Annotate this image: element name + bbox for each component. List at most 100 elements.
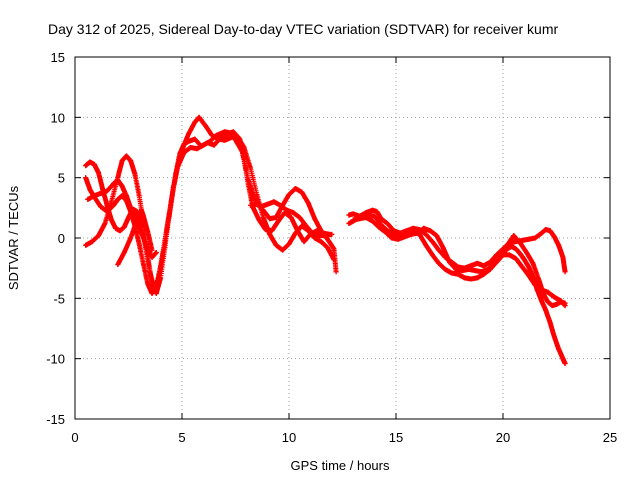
data-point (547, 228, 553, 234)
data-point (560, 356, 566, 362)
data-point (194, 146, 200, 152)
data-point (384, 221, 390, 227)
data-point (350, 217, 356, 223)
data-point (346, 212, 352, 218)
data-point (121, 224, 127, 230)
data-point (325, 245, 331, 251)
data-point (98, 204, 104, 210)
x-tick-label: 15 (389, 430, 403, 445)
data-point (104, 188, 110, 194)
data-point (333, 269, 339, 275)
data-point (513, 246, 519, 252)
data-point (170, 184, 176, 190)
data-point (222, 129, 228, 135)
data-point (83, 175, 89, 181)
data-point (284, 207, 290, 213)
data-point (260, 214, 266, 220)
data-point (188, 145, 194, 150)
data-point (245, 177, 251, 183)
data-point (290, 210, 296, 216)
data-point (318, 228, 324, 234)
data-point (461, 275, 467, 281)
data-point (138, 207, 144, 213)
chart-title: Day 312 of 2025, Sidereal Day-to-day VTE… (48, 21, 558, 37)
data-point (203, 123, 209, 129)
data-point (468, 276, 474, 282)
x-tick-label: 10 (282, 430, 296, 445)
data-point (408, 231, 414, 237)
data-point (511, 233, 517, 239)
data-point (562, 269, 568, 275)
data-point (123, 193, 129, 199)
y-tick-label: 5 (58, 171, 65, 186)
data-point (134, 217, 140, 223)
data-point (128, 205, 134, 211)
plot-area (83, 114, 568, 366)
data-point (541, 292, 547, 298)
data-point (562, 300, 568, 306)
data-point (440, 245, 446, 251)
data-point (108, 199, 114, 205)
data-point (429, 239, 435, 245)
data-point (256, 217, 262, 223)
data-point (87, 187, 93, 193)
data-point (286, 241, 292, 247)
data-point (436, 260, 442, 266)
data-point (213, 132, 219, 138)
data-point (551, 294, 557, 300)
data-point (292, 230, 298, 236)
data-point (280, 247, 286, 253)
data-point (395, 236, 401, 242)
data-point (513, 256, 519, 262)
data-point (299, 189, 305, 195)
data-point (87, 159, 93, 165)
data-point (241, 145, 247, 150)
data-point (402, 234, 408, 240)
data-point (292, 186, 298, 192)
data-point (115, 262, 121, 268)
data-point (556, 346, 562, 352)
data-point (554, 301, 559, 307)
data-point (117, 228, 123, 234)
data-point (299, 223, 305, 229)
data-point (543, 227, 549, 233)
data-point (305, 200, 311, 206)
data-point (121, 249, 127, 255)
data-point (519, 264, 525, 270)
data-point (436, 247, 442, 253)
series-markers (83, 129, 333, 292)
data-point (207, 138, 213, 144)
data-point (374, 208, 380, 214)
data-point (496, 257, 502, 263)
data-point (474, 260, 480, 266)
data-point (524, 249, 530, 255)
data-point (119, 193, 125, 199)
data-point (325, 236, 331, 242)
data-point (472, 268, 478, 274)
data-point (459, 268, 465, 274)
data-point (158, 275, 164, 281)
data-point (265, 201, 271, 207)
data-point (83, 163, 89, 169)
series-track-e (115, 207, 155, 268)
data-point (305, 228, 311, 234)
data-point (449, 270, 455, 276)
data-point (185, 131, 191, 137)
data-point (149, 254, 155, 260)
data-point (521, 257, 527, 263)
data-point (423, 231, 429, 237)
series-markers (85, 177, 159, 260)
data-point (280, 202, 286, 208)
data-point (149, 291, 155, 297)
y-tick-label: 0 (58, 231, 65, 246)
data-point (175, 164, 181, 170)
data-point (192, 136, 198, 142)
data-point (102, 221, 108, 227)
data-point (491, 259, 497, 265)
data-point (115, 177, 121, 183)
data-point (560, 254, 566, 260)
data-point (545, 289, 551, 295)
data-point (132, 171, 138, 177)
data-point (517, 251, 523, 257)
data-point (145, 281, 151, 287)
